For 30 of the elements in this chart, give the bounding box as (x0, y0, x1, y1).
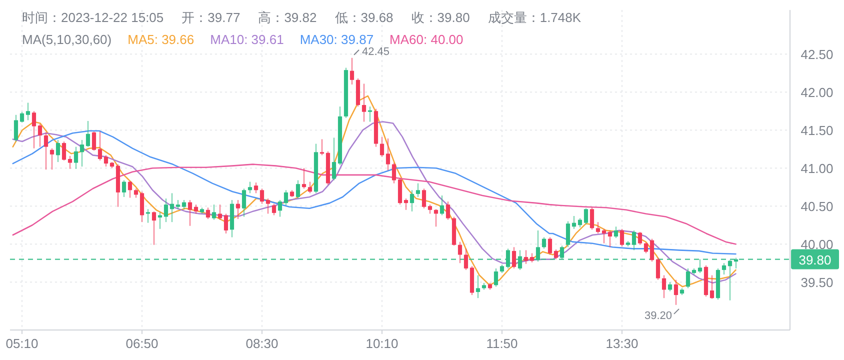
y-tick-label: 41.50 (800, 123, 834, 138)
y-tick-label: 39.50 (800, 275, 834, 290)
annotation: 高：39.82 (258, 10, 317, 25)
x-tick-label: 08:30 (246, 336, 278, 351)
line-series (12, 121, 736, 284)
x-tick-label: 11:50 (486, 336, 518, 351)
line-series (12, 164, 736, 245)
annotation: 39.20 (644, 310, 672, 322)
y-tick-label: 42.50 (800, 47, 834, 62)
annotation: 收：39.80 (411, 10, 470, 25)
y-tick-label: 42.00 (800, 85, 834, 100)
x-tick-label: 05:10 (6, 336, 38, 351)
annotation: 时间：2023-12-22 15:05 (22, 10, 164, 25)
line-series (12, 95, 736, 288)
y-tick-label: 40.00 (800, 237, 834, 252)
ref-line-label: 39.80 (798, 252, 832, 268)
annotation: 低：39.68 (334, 10, 394, 25)
text: MA10: 39.61 (210, 32, 284, 47)
y-tick-label: 40.50 (800, 199, 834, 214)
annotation: 开：39.77 (182, 10, 240, 25)
x-tick-label: 10:10 (366, 336, 398, 351)
x-tick-label: 13:30 (606, 336, 638, 351)
text: MA60: 40.00 (390, 32, 464, 47)
annotation: 42.45 (362, 46, 390, 58)
x-tick-label: 06:50 (126, 336, 158, 351)
text: MA5: 39.66 (128, 32, 194, 47)
annotation: 成交量：1.748K (488, 10, 582, 25)
y-tick-label: 41.00 (800, 161, 834, 176)
legend-title: MA(5,10,30,60) (22, 32, 112, 47)
text: MA30: 39.87 (300, 32, 374, 47)
